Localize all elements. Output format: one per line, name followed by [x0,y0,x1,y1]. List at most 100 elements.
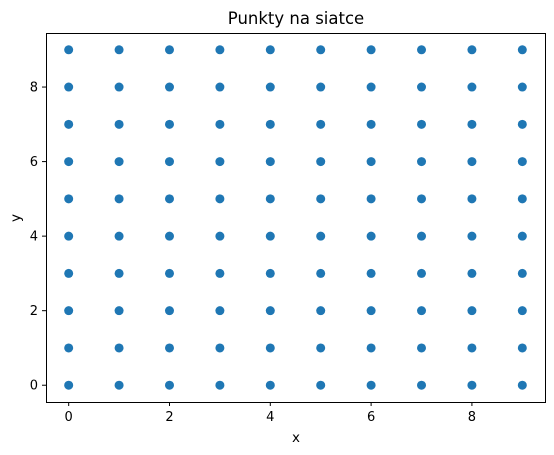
scatter-point [417,380,427,390]
scatter-point [316,194,326,204]
scatter-point [215,157,225,167]
scatter-point [417,45,427,55]
y-tick-label: 2 [30,304,38,319]
scatter-point [265,268,275,278]
scatter-point [467,343,477,353]
scatter-point [366,306,376,316]
scatter-point [417,194,427,204]
scatter-point [366,45,376,55]
scatter-point [265,82,275,92]
scatter-point [517,306,527,316]
scatter-point [316,82,326,92]
scatter-point [64,157,74,167]
scatter-point [265,231,275,241]
scatter-point [366,231,376,241]
scatter-point [64,45,74,55]
y-axis-label: y [8,214,24,222]
scatter-point [517,82,527,92]
scatter-point [114,343,124,353]
scatter-point [265,306,275,316]
scatter-point [215,268,225,278]
scatter-point [316,343,326,353]
scatter-point [215,306,225,316]
scatter-point [215,194,225,204]
scatter-point [164,194,174,204]
scatter-point [467,380,477,390]
scatter-point [417,119,427,129]
scatter-point [164,306,174,316]
scatter-point [64,380,74,390]
scatter-point [417,82,427,92]
scatter-point [316,157,326,167]
scatter-point [164,45,174,55]
x-tick-label: 4 [266,410,274,425]
y-tick-label: 8 [30,81,38,96]
scatter-point [517,231,527,241]
scatter-point [467,194,477,204]
scatter-point [467,45,477,55]
scatter-point [417,306,427,316]
y-tick-label: 0 [30,379,38,394]
scatter-point [366,268,376,278]
scatter-point [517,194,527,204]
scatter-point [366,119,376,129]
scatter-point [316,306,326,316]
scatter-point [64,343,74,353]
scatter-point [64,82,74,92]
scatter-point [316,231,326,241]
scatter-point [215,380,225,390]
scatter-point [64,306,74,316]
scatter-point [366,343,376,353]
scatter-point [265,157,275,167]
scatter-point [467,119,477,129]
scatter-point [467,157,477,167]
scatter-point [467,82,477,92]
scatter-point [215,45,225,55]
x-tick-label: 2 [165,410,173,425]
axis-ticks: 0 2 4 6 8 0 2 4 6 8 [30,81,476,425]
x-tick-label: 0 [65,410,73,425]
scatter-point [517,268,527,278]
scatter-point [265,194,275,204]
scatter-point [114,119,124,129]
scatter-point [64,119,74,129]
scatter-point [64,231,74,241]
scatter-point [114,380,124,390]
scatter-point [517,45,527,55]
scatter-point [366,157,376,167]
scatter-point [316,268,326,278]
scatter-point [417,231,427,241]
scatter-point [164,343,174,353]
scatter-point [517,343,527,353]
scatter-point [114,157,124,167]
scatter-point [366,194,376,204]
scatter-point [417,343,427,353]
x-axis-label: x [292,430,300,446]
scatter-point [164,231,174,241]
scatter-point [215,119,225,129]
scatter-point [164,380,174,390]
y-tick-label: 6 [30,155,38,170]
scatter-point [467,306,477,316]
scatter-point [467,268,477,278]
scatter-point [215,82,225,92]
scatter-point [366,380,376,390]
scatter-point [64,194,74,204]
scatter-point [215,343,225,353]
plot-frame [46,33,546,403]
scatter-point [164,82,174,92]
scatter-point [316,119,326,129]
scatter-point [265,343,275,353]
scatter-point [164,157,174,167]
scatter-point [114,45,124,55]
scatter-point [164,268,174,278]
scatter-point [265,119,275,129]
scatter-point [265,380,275,390]
scatter-point [114,231,124,241]
scatter-point [316,380,326,390]
scatter-point [517,380,527,390]
scatter-point [64,268,74,278]
data-points [64,45,527,390]
scatter-point [114,306,124,316]
